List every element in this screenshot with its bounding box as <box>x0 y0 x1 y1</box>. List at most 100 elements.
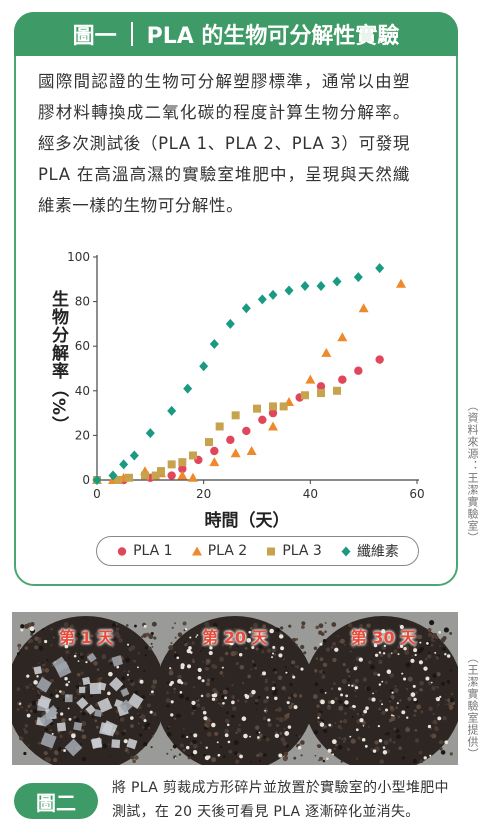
cellulose-point <box>300 280 310 291</box>
pla-3-point <box>301 391 309 400</box>
cellulose-point <box>119 459 129 470</box>
pla-1-point <box>375 355 384 364</box>
y-tick-label: 80 <box>75 295 90 309</box>
pla-2-point <box>209 457 220 467</box>
pla-2-point <box>337 332 348 342</box>
chart-x-axis-label: 時間（天） <box>205 510 290 531</box>
photo-day-1: 第 1 天 <box>12 612 161 765</box>
cellulose-point <box>268 289 278 300</box>
cellulose-point <box>209 338 219 349</box>
cellulose-point <box>284 285 294 296</box>
pla-1-point <box>178 464 187 474</box>
photo-label-day-1: 第 1 天 <box>59 628 114 647</box>
biodegradation-chart: 0 20 40 60 80 100 0 20 40 60 時間（天） <box>67 250 425 531</box>
chart-y-axis-label: 生物分解率（%） <box>48 290 68 435</box>
pla-1-point <box>167 471 176 480</box>
y-tick-label: 20 <box>75 428 90 442</box>
pla-3-point <box>231 411 240 420</box>
pla-2-point <box>305 374 316 384</box>
pla-1-point <box>226 435 235 445</box>
pla-3-point <box>151 471 160 480</box>
figure2-caption: 將 PLA 剪裁成方形碎片並放置於實驗室的小型堆肥中測試，在 20 天後可看見 … <box>112 780 449 820</box>
cellulose-point <box>145 428 155 439</box>
legend-marker-pla-1 <box>117 547 127 556</box>
cellulose-point <box>92 475 102 485</box>
legend-marker-shape <box>341 546 351 557</box>
figure1-frame: 圖一 PLA 的生物可分解性實驗 <box>14 12 458 586</box>
pla-3-point <box>189 451 197 460</box>
y-tick-label: 100 <box>67 250 90 264</box>
cellulose-point <box>332 276 342 287</box>
legend-marker-shape <box>191 546 202 556</box>
compost-photo-day-30 <box>309 612 458 765</box>
figure2-source: （王潔實驗室提供） <box>466 652 479 760</box>
pla-2-point <box>246 446 257 456</box>
pla-3-point <box>279 402 288 411</box>
legend-marker-pla-2 <box>191 546 202 556</box>
x-tick-label: 40 <box>303 487 318 501</box>
photo-day-20: 第 20 天 <box>160 612 310 765</box>
pla-3-point <box>167 460 176 469</box>
pla-3-point <box>215 422 224 431</box>
y-tick-label: 0 <box>82 473 90 487</box>
figure1-title-bar: 圖一 PLA 的生物可分解性實驗 <box>14 12 458 56</box>
legend-label: PLA 1 <box>133 543 173 559</box>
pla-3-point <box>114 476 123 484</box>
pla-2-point <box>230 448 241 458</box>
pla-3-point <box>178 458 187 467</box>
pla-1-point <box>338 375 347 384</box>
cellulose-point <box>241 303 251 314</box>
legend-label: PLA 3 <box>282 543 322 559</box>
legend-label: PLA 2 <box>207 543 248 559</box>
pla-2-point <box>268 421 278 431</box>
compost-photos: 第 1 天 第 20 天 第 30 天 <box>12 612 458 765</box>
legend-item-pla-1: PLA 1 <box>116 543 173 559</box>
title-separator <box>130 22 133 46</box>
pla-3-point <box>141 471 149 480</box>
pla-1-point <box>242 426 251 436</box>
pla-1-point <box>354 366 363 375</box>
cellulose-point <box>375 263 385 274</box>
cellulose-point <box>108 470 118 481</box>
legend-marker-shape <box>117 547 127 556</box>
pla-3-point <box>269 402 277 411</box>
legend-item-pla-2: PLA 2 <box>191 543 248 559</box>
pla-1-point <box>258 415 267 424</box>
legend-marker-shape <box>267 547 276 556</box>
pla-2-point <box>321 347 332 357</box>
legend-item-cellulose: 纖維素 <box>340 541 399 561</box>
chart-legend: PLA 1 PLA 2 PLA 3 纖維素 <box>96 536 419 566</box>
legend-item-pla-3: PLA 3 <box>265 543 322 559</box>
pla-2-point <box>177 470 188 480</box>
pla-3-point <box>205 438 213 447</box>
legend-marker-cellulose <box>341 546 351 557</box>
pla-3-point <box>253 404 261 413</box>
pla-1-point <box>316 382 326 391</box>
legend-label: 纖維素 <box>356 544 399 560</box>
cellulose-point <box>183 383 193 394</box>
cellulose-point <box>129 450 139 461</box>
cellulose-point <box>316 280 326 291</box>
pla-1-point <box>268 408 278 418</box>
figure1-label: 圖一 <box>72 24 117 49</box>
cellulose-point <box>257 294 267 305</box>
cellulose-point <box>167 405 177 416</box>
pla-3-point <box>157 467 165 476</box>
y-tick-label: 60 <box>75 339 90 353</box>
figure1-title: PLA 的生物可分解性實驗 <box>146 24 400 49</box>
figure2-label: 圖二 <box>14 783 98 819</box>
pla-3-point <box>125 473 133 482</box>
legend-marker-pla-3 <box>267 547 276 556</box>
cellulose-point <box>225 318 235 329</box>
x-tick-label: 60 <box>409 487 424 501</box>
figure1-source: （資料來源：王潔實驗室） <box>466 400 479 544</box>
pla-2-point <box>358 303 369 313</box>
figure1-description: 國際間認證的生物可分解塑膠標準，通常以由塑膠材料轉換成二氧化碳的程度計算生物分解… <box>38 72 410 215</box>
x-tick-label: 20 <box>196 487 211 501</box>
photo-day-30: 第 30 天 <box>309 612 458 765</box>
photo-label-day-20: 第 20 天 <box>202 628 268 647</box>
photo-label-day-30: 第 30 天 <box>350 628 417 647</box>
compost-photo-day-1 <box>12 612 161 765</box>
compost-photo-day-20 <box>160 612 310 765</box>
pla-3-point <box>317 389 325 398</box>
